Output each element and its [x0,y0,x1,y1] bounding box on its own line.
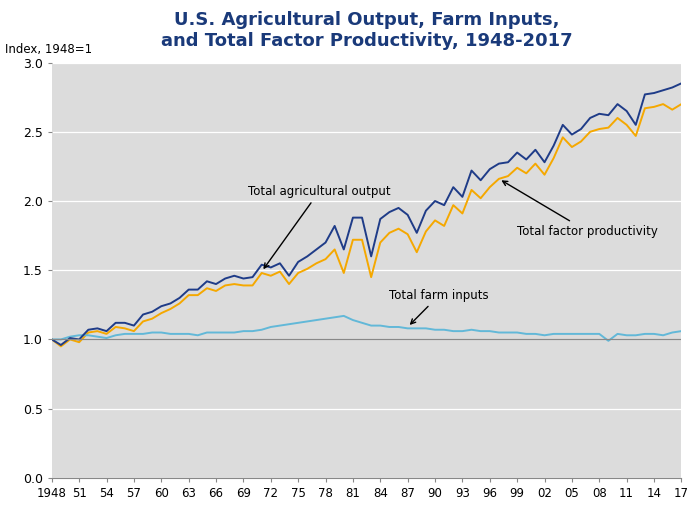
Text: Index, 1948=1: Index, 1948=1 [5,43,92,56]
Text: Total agricultural output: Total agricultural output [248,185,391,268]
Text: Total farm inputs: Total farm inputs [389,289,489,324]
Title: U.S. Agricultural Output, Farm Inputs,
and Total Factor Productivity, 1948-2017: U.S. Agricultural Output, Farm Inputs, a… [161,11,573,50]
Text: Total factor productivity: Total factor productivity [503,181,658,238]
